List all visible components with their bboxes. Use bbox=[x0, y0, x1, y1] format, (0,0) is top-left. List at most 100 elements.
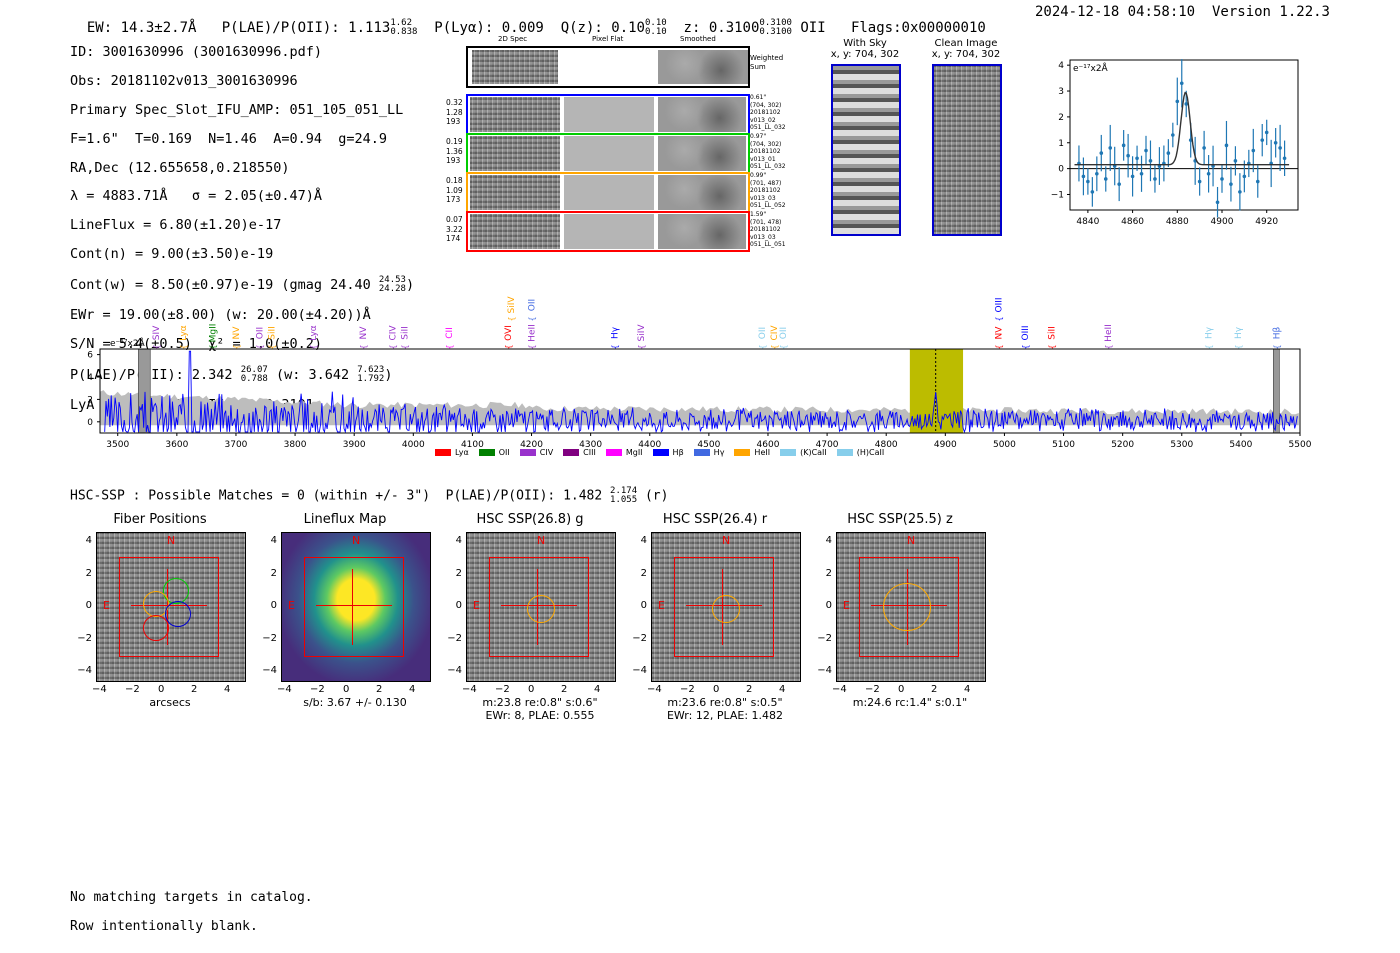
spectrum-ytick-label: 2 bbox=[87, 395, 93, 405]
hsc-panel-caption: s/b: 3.67 +/- 0.130 bbox=[303, 696, 407, 709]
zoom-point bbox=[1215, 200, 1220, 205]
info-plae-hi: 26.07 bbox=[240, 364, 268, 375]
zoom-point bbox=[1229, 182, 1233, 186]
hsc-panel-caption: m:23.8 re:0.8" s:0.6" bbox=[482, 696, 598, 709]
hsc-crosshair-v bbox=[352, 569, 353, 645]
hsc-panel-caption: m:24.6 rc:1.4" s:0.1" bbox=[852, 696, 968, 709]
zoom-point bbox=[1264, 130, 1269, 135]
hsc-ytick-label: −4 bbox=[817, 665, 832, 676]
legend-entry: CIII bbox=[553, 448, 596, 457]
hsc-box bbox=[119, 557, 219, 657]
hsc-ytick-label: −2 bbox=[77, 632, 92, 644]
zoom-point bbox=[1202, 146, 1206, 150]
hsc-xtick-label: −2 bbox=[680, 684, 695, 695]
hsc-north: N bbox=[167, 534, 176, 547]
legend-entry: HeII bbox=[724, 448, 770, 457]
hsc-xtick-label: −2 bbox=[310, 684, 325, 695]
spectrum-xtick-label: 4800 bbox=[875, 440, 898, 450]
hsc-ytick-label: 0 bbox=[270, 600, 277, 611]
legend-entry: MgII bbox=[596, 448, 643, 457]
legend-label: MgII bbox=[625, 448, 643, 457]
zoom-xtick-label: 4900 bbox=[1211, 217, 1234, 227]
zoom-point bbox=[1255, 179, 1260, 184]
hsc-box bbox=[859, 557, 959, 657]
zoom-point bbox=[1179, 81, 1184, 86]
hsc-north: N bbox=[722, 534, 731, 547]
svg-text:OIII: OIII bbox=[995, 297, 1005, 312]
gmag-hi: 24.53 bbox=[378, 274, 406, 285]
footer-line-1: No matching targets in catalog. bbox=[70, 890, 313, 906]
spectrum-xtick-label: 3500 bbox=[106, 440, 129, 450]
svg-text:OII: OII bbox=[528, 299, 538, 311]
hsc-xtick-label: 2 bbox=[746, 684, 753, 695]
clean-image-title: Clean Image x, y: 704, 302 bbox=[916, 38, 1016, 60]
z-line: OII bbox=[800, 20, 826, 36]
legend-swatch bbox=[836, 449, 853, 456]
hsc-xtick-label: 4 bbox=[964, 684, 971, 695]
cutout-grid: 2D Spec Pixel Flat Smoothed Weighted Sum… bbox=[440, 33, 790, 258]
plae-hi: 1.62 bbox=[390, 18, 412, 28]
spectrum-xtick-label: 3900 bbox=[343, 440, 366, 450]
hsc-panel-caption: arcsecs bbox=[149, 696, 191, 709]
cutout-row-stats: 0.18 1.09 173 bbox=[446, 176, 463, 204]
hsc-ytick-label: 0 bbox=[640, 600, 647, 611]
zoom-chart: e⁻¹⁷x2Å 4 3 2 1 0 −1 4840 4860 4880 4900 4920 bbox=[1051, 59, 1299, 227]
hsc-panel: HSC SSP(25.5) z N E 4 2 0 −2 −4 −4 −2 0 2 4 m:24… bbox=[810, 512, 995, 727]
hsc-plae-lo: 1.055 bbox=[610, 495, 638, 505]
info-id: ID: 3001630996 (3001630996.pdf) bbox=[70, 44, 322, 61]
spectrum-xtick-label: 4300 bbox=[579, 440, 602, 450]
hsc-box bbox=[304, 557, 404, 657]
clean-image-xy: x, y: 704, 302 bbox=[931, 49, 1001, 60]
plae-value: P(LAE)/P(OII): 1.113 bbox=[221, 20, 391, 36]
legend-entry: (K)CaII bbox=[770, 448, 827, 457]
cutout-row bbox=[466, 172, 750, 213]
zoom-xtick-label: 4860 bbox=[1121, 217, 1144, 227]
spectrum-xtick-label: 4500 bbox=[697, 440, 720, 450]
spectrum-xtick-label: 4100 bbox=[461, 440, 484, 450]
svg-text:MgII: MgII bbox=[208, 324, 218, 343]
hsc-xtick-label: −2 bbox=[125, 684, 140, 695]
zoom-xtick-label: 4880 bbox=[1166, 217, 1189, 227]
svg-text:OIII: OIII bbox=[1021, 325, 1031, 340]
hsc-xtick-label: 0 bbox=[898, 684, 905, 695]
ew-value: EW: 14.3±2.7Å bbox=[86, 20, 197, 36]
svg-text:{: { bbox=[610, 344, 619, 349]
svg-text:{: { bbox=[208, 344, 217, 349]
zoom-point bbox=[1086, 179, 1090, 184]
hsc-east: E bbox=[658, 599, 665, 612]
hsc-yaxis: 4 2 0 −2 −4 bbox=[70, 532, 92, 682]
legend-entry: Hβ bbox=[643, 448, 684, 457]
z-lo: 0.3100 bbox=[759, 27, 792, 37]
cutout-pixelflat bbox=[564, 175, 654, 210]
info-primary: Primary Spec_Slot_IFU_AMP: 051_105_051_L… bbox=[70, 102, 404, 119]
cutout-smoothed bbox=[658, 136, 746, 171]
zoom-point bbox=[1184, 102, 1189, 106]
spectrum-highlight bbox=[909, 349, 964, 433]
zoom-point bbox=[1166, 151, 1171, 155]
info-plae: P(LAE)/P(OII): 2.342 26.07 0.788 (w: 3.64… bbox=[70, 364, 393, 384]
zoom-point bbox=[1148, 159, 1153, 163]
svg-text:Hγ: Hγ bbox=[1234, 326, 1244, 339]
emission-line-label: CIV { bbox=[389, 325, 399, 350]
svg-text:Lyα: Lyα bbox=[179, 325, 189, 341]
svg-text:{: { bbox=[1234, 344, 1243, 349]
hsc-xtick-label: 0 bbox=[713, 684, 720, 695]
zoom-ytick-label: 2 bbox=[1058, 113, 1064, 123]
svg-text:{: { bbox=[507, 316, 516, 321]
hsc-xtick-label: 2 bbox=[561, 684, 568, 695]
hsc-ytick-label: 2 bbox=[85, 567, 92, 579]
zoom-point bbox=[1220, 177, 1224, 181]
hsc-ytick-label: 4 bbox=[825, 535, 832, 546]
hsc-box bbox=[674, 557, 774, 657]
emission-line-label: Hγ { bbox=[610, 326, 620, 349]
hsc-north: N bbox=[352, 534, 361, 547]
spectrum-xtick-label: 5500 bbox=[1289, 440, 1312, 450]
hsc-xtick-label: −2 bbox=[865, 684, 880, 695]
zoom-point bbox=[1242, 174, 1247, 179]
hsc-panel: HSC SSP(26.8) g N E 4 2 0 −2 −4 −4 −2 0 2 4 m:23… bbox=[440, 512, 625, 727]
info-block: ID: 3001630996 (3001630996.pdf) Obs: 201… bbox=[70, 31, 414, 427]
zoom-unit: e⁻¹⁷x2Å bbox=[1073, 62, 1109, 74]
emission-line-label: Hγ { bbox=[1234, 326, 1244, 349]
plae-lo: 0.838 bbox=[390, 27, 418, 37]
cutout-pixelflat bbox=[564, 97, 654, 132]
